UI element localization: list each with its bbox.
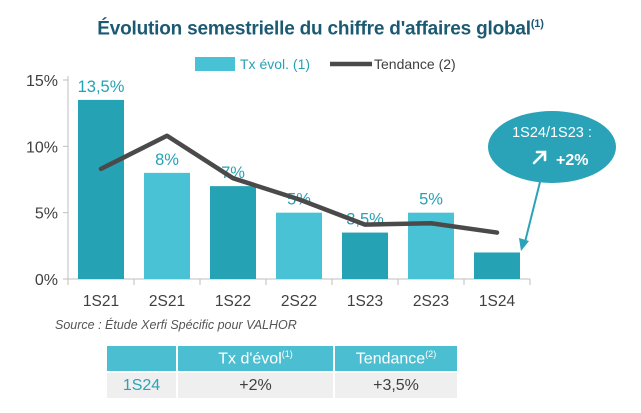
y-tick-label: 5% bbox=[35, 206, 58, 223]
legend-bar-swatch bbox=[195, 57, 235, 71]
callout-arrow-head bbox=[519, 238, 529, 251]
summary-header-row: Tx d'évol(1) Tendance(2) bbox=[107, 346, 459, 372]
bar bbox=[144, 172, 190, 279]
bar-data-label: 8% bbox=[155, 151, 179, 169]
summary-row: 1S24 +2% +3,5% bbox=[107, 371, 459, 398]
summary-row-tendance: +3,5% bbox=[334, 371, 459, 398]
chart-title: Évolution semestrielle du chiffre d'affa… bbox=[0, 18, 641, 40]
bar-data-label: 5% bbox=[419, 191, 443, 209]
x-tick-label: 2S21 bbox=[149, 293, 185, 310]
bar bbox=[276, 212, 322, 279]
summary-header-evol-label: Tx d'évol bbox=[218, 350, 282, 368]
legend-line-label: Tendance (2) bbox=[374, 56, 456, 72]
y-tick-label: 15% bbox=[26, 73, 58, 90]
chart-title-text: Évolution semestrielle du chiffre d'affa… bbox=[97, 18, 531, 40]
summary-header-blank bbox=[107, 346, 178, 372]
summary-header-evol: Tx d'évol(1) bbox=[177, 346, 335, 372]
summary-header-tendance-note: (2) bbox=[425, 348, 437, 359]
summary-header-tendance: Tendance(2) bbox=[334, 346, 459, 372]
source-note: Source : Étude Xerfi Spécific pour VALHO… bbox=[55, 318, 297, 332]
bar-data-label: 7% bbox=[221, 164, 245, 182]
y-tick-label: 10% bbox=[26, 139, 58, 156]
summary-header-evol-note: (1) bbox=[281, 348, 293, 359]
trend-line bbox=[98, 133, 500, 235]
x-tick-label: 1S24 bbox=[479, 293, 516, 310]
legend-bar-label: Tx évol. (1) bbox=[240, 56, 310, 72]
y-tick-label: 0% bbox=[35, 272, 58, 289]
bar bbox=[342, 232, 388, 279]
summary-row-evol: +2% bbox=[177, 371, 335, 398]
arrow-up-right-icon bbox=[532, 150, 547, 165]
callout-bubble bbox=[488, 111, 616, 183]
summary-header-tendance-label: Tendance bbox=[355, 350, 426, 368]
bar bbox=[210, 186, 256, 279]
callout-value: +2% bbox=[556, 152, 588, 169]
callout-arrow-line bbox=[523, 181, 541, 247]
chart: 0% 5% 10% 15% 1S21 2S21 1S22 2S22 1S23 2S23 1S24 13… bbox=[26, 56, 616, 310]
x-tick-label: 1S22 bbox=[215, 293, 251, 310]
bar bbox=[78, 99, 124, 280]
x-tick-label: 1S23 bbox=[347, 293, 383, 310]
bar bbox=[474, 252, 520, 279]
x-tick-label: 2S22 bbox=[281, 293, 317, 310]
summary-table: Tx d'évol(1) Tendance(2) 1S24 +2% +3,5% bbox=[107, 346, 459, 398]
x-tick-label: 1S21 bbox=[83, 293, 119, 310]
bar-data-label: 13,5% bbox=[78, 78, 125, 96]
x-tick-label: 2S23 bbox=[413, 293, 449, 310]
summary-row-label: 1S24 bbox=[107, 371, 178, 398]
callout-line1: 1S24/1S23 : bbox=[512, 125, 592, 141]
chart-title-note: (1) bbox=[530, 18, 544, 30]
